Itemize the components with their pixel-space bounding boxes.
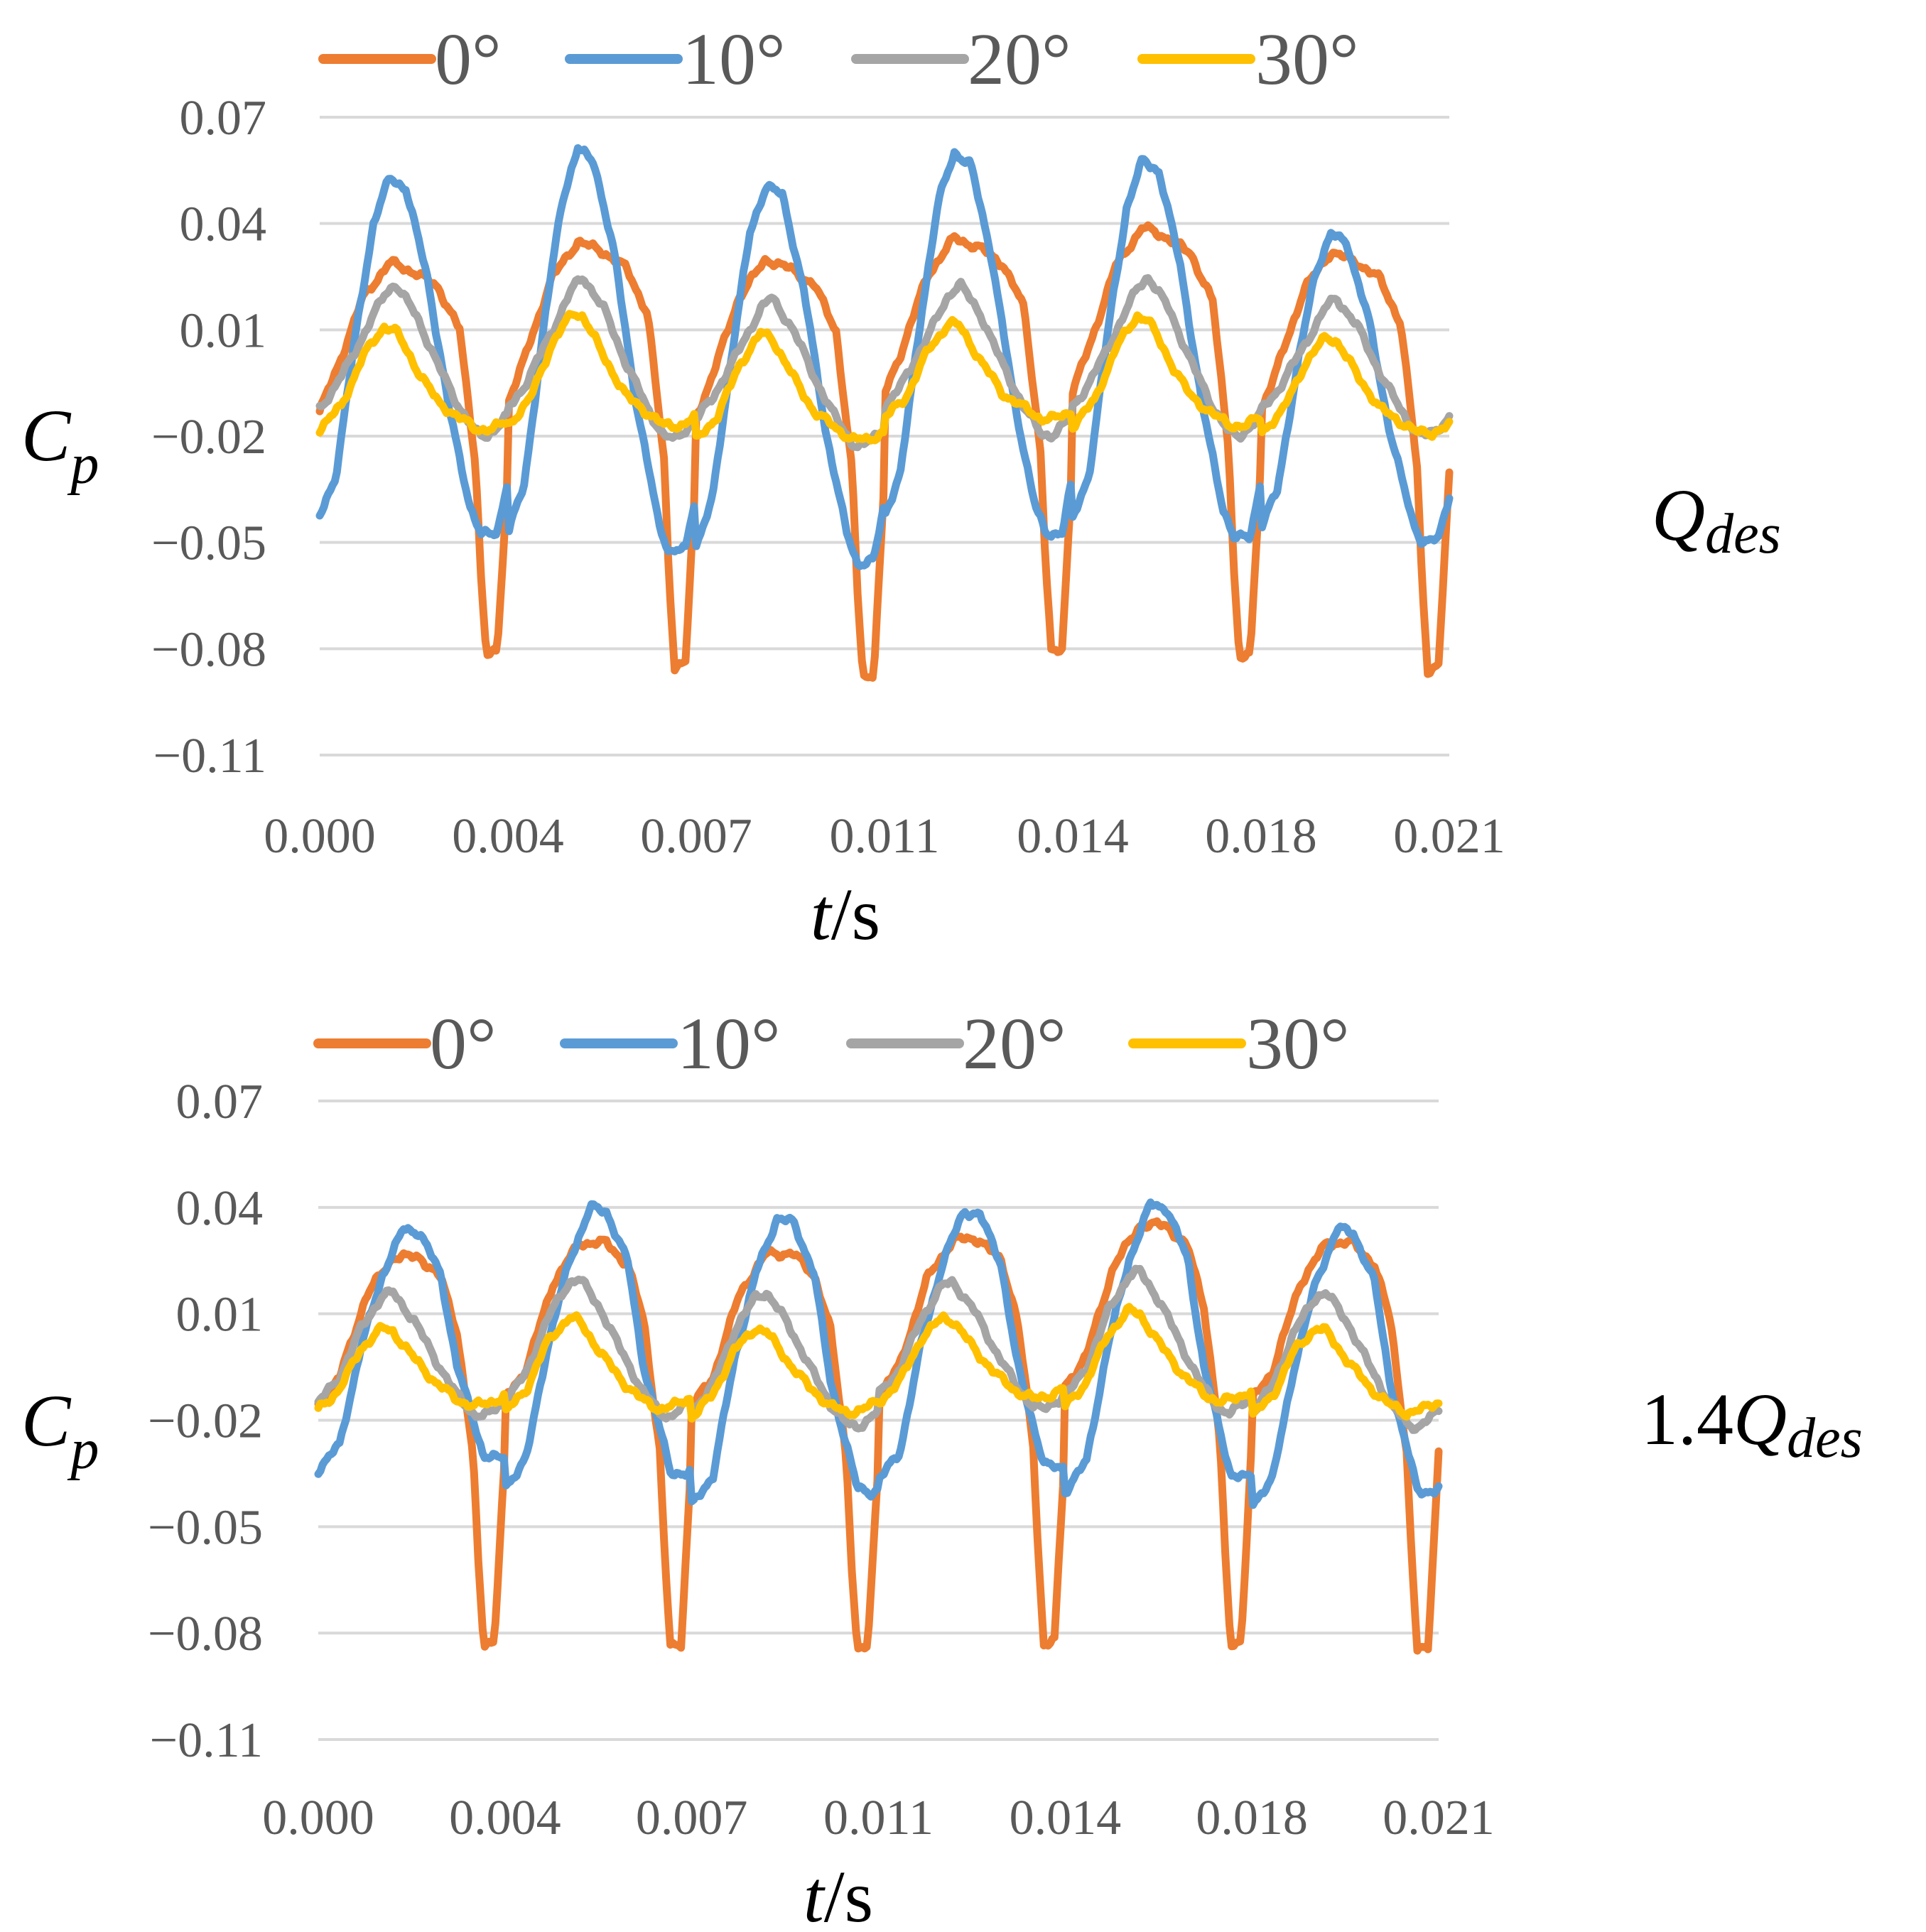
chart-panel-1-4qdes: 0° 10° 20° 30° 0.07 0.04 0.01 −0.02 −0.05 −0.…: [21, 1003, 1863, 1932]
x-tick-label: 0.007: [636, 1791, 748, 1845]
x-axis-title-rest: /s: [831, 874, 880, 955]
y-tick-label: −0.05: [151, 516, 266, 571]
x-axis-title-italic: t: [811, 874, 833, 955]
legend-item-20deg: 20°: [846, 1003, 1066, 1085]
x-tick-label: 0.011: [830, 809, 940, 864]
series-line-30deg: [315, 310, 1454, 445]
y-tick-labels: 0.07 0.04 0.01 −0.02 −0.05 −0.08 −0.11: [148, 1075, 263, 1768]
x-tick-label: 0.007: [640, 809, 752, 864]
y-tick-label: −0.11: [150, 1713, 263, 1768]
y-tick-label: 0.07: [176, 1075, 264, 1129]
chart-panel-qdes: 0° 10° 20° 30° 0.07 0.04 0.01 −0.02 −0.05 −0.…: [21, 18, 1781, 955]
legend-item-10deg: 10°: [565, 18, 786, 100]
series-line-0deg: [314, 1217, 1443, 1655]
y-tick-label: 0.04: [176, 1181, 264, 1236]
series-line-30deg: [314, 1303, 1443, 1423]
x-tick-label: 0.014: [1017, 809, 1129, 864]
legend-item-0deg: 0°: [318, 18, 502, 100]
condition-label-sub: des: [1705, 503, 1781, 565]
legend-item-30deg: 30°: [1128, 1003, 1350, 1085]
y-tick-label: −0.08: [151, 622, 266, 677]
legend-label-0deg: 0°: [430, 1003, 497, 1085]
y-tick-labels: 0.07 0.04 0.01 −0.02 −0.05 −0.08 −0.11: [151, 91, 266, 783]
legend-item-20deg: 20°: [851, 18, 1071, 100]
condition-label: 1.4Qdes: [1641, 1379, 1863, 1470]
x-tick-label: 0.021: [1383, 1791, 1495, 1845]
x-tick-labels: 0.000 0.004 0.007 0.011 0.014 0.018 0.021: [264, 809, 1505, 864]
condition-label-main: Q: [1733, 1379, 1787, 1460]
series-line-10deg: [315, 144, 1454, 570]
x-axis-title-italic: t: [804, 1856, 826, 1932]
legend-item-30deg: 30°: [1137, 18, 1359, 100]
condition-label-main: Q: [1652, 474, 1705, 556]
y-axis-title-sub: p: [67, 433, 99, 496]
y-tick-label: −0.08: [148, 1607, 263, 1661]
x-tick-label: 0.000: [264, 809, 376, 864]
legend-item-0deg: 0°: [313, 1003, 497, 1085]
x-tick-label: 0.018: [1196, 1791, 1308, 1845]
legend-label-10deg: 10°: [677, 1003, 781, 1085]
legend-label-20deg: 20°: [963, 1003, 1066, 1085]
series-line-10deg: [314, 1198, 1443, 1509]
y-axis-title-sub: p: [67, 1418, 99, 1481]
series-lines: [314, 1198, 1443, 1655]
y-axis-title: Cp: [21, 395, 99, 496]
y-tick-label: 0.07: [180, 91, 267, 146]
y-tick-label: 0.01: [176, 1288, 264, 1342]
y-tick-label: −0.05: [148, 1500, 263, 1555]
condition-label-sub: des: [1787, 1407, 1863, 1470]
y-tick-label: −0.02: [151, 410, 266, 465]
y-axis-title-main: C: [21, 1380, 72, 1462]
legend-label-30deg: 30°: [1246, 1003, 1350, 1085]
legend-label-20deg: 20°: [968, 18, 1071, 100]
x-tick-label: 0.021: [1393, 809, 1505, 864]
series-lines: [315, 144, 1454, 682]
series-line-0deg: [315, 221, 1454, 682]
x-axis-title: t/s: [804, 1856, 873, 1932]
x-tick-label: 0.011: [823, 1791, 934, 1845]
legend-label-0deg: 0°: [435, 18, 502, 100]
y-tick-label: −0.02: [148, 1394, 263, 1449]
x-tick-label: 0.018: [1205, 809, 1317, 864]
y-tick-label: 0.01: [180, 303, 267, 358]
y-tick-label: −0.11: [153, 729, 266, 783]
x-axis-title: t/s: [811, 874, 880, 955]
legend-item-10deg: 10°: [560, 1003, 781, 1085]
x-tick-label: 0.004: [452, 809, 564, 864]
legend-label-30deg: 30°: [1255, 18, 1359, 100]
y-tick-label: 0.04: [180, 197, 267, 252]
x-tick-label: 0.004: [449, 1791, 561, 1845]
legend: 0° 10° 20° 30°: [313, 1003, 1350, 1085]
legend: 0° 10° 20° 30°: [318, 18, 1359, 100]
legend-label-10deg: 10°: [682, 18, 786, 100]
x-axis-title-rest: /s: [824, 1856, 873, 1932]
y-axis-title: Cp: [21, 1380, 99, 1481]
x-tick-label: 0.000: [262, 1791, 374, 1845]
condition-label: Qdes: [1652, 474, 1781, 565]
condition-label-prefix: 1.4: [1641, 1379, 1733, 1460]
x-tick-labels: 0.000 0.004 0.007 0.011 0.014 0.018 0.021: [262, 1791, 1495, 1845]
y-axis-title-main: C: [21, 395, 72, 477]
x-tick-label: 0.014: [1010, 1791, 1122, 1845]
